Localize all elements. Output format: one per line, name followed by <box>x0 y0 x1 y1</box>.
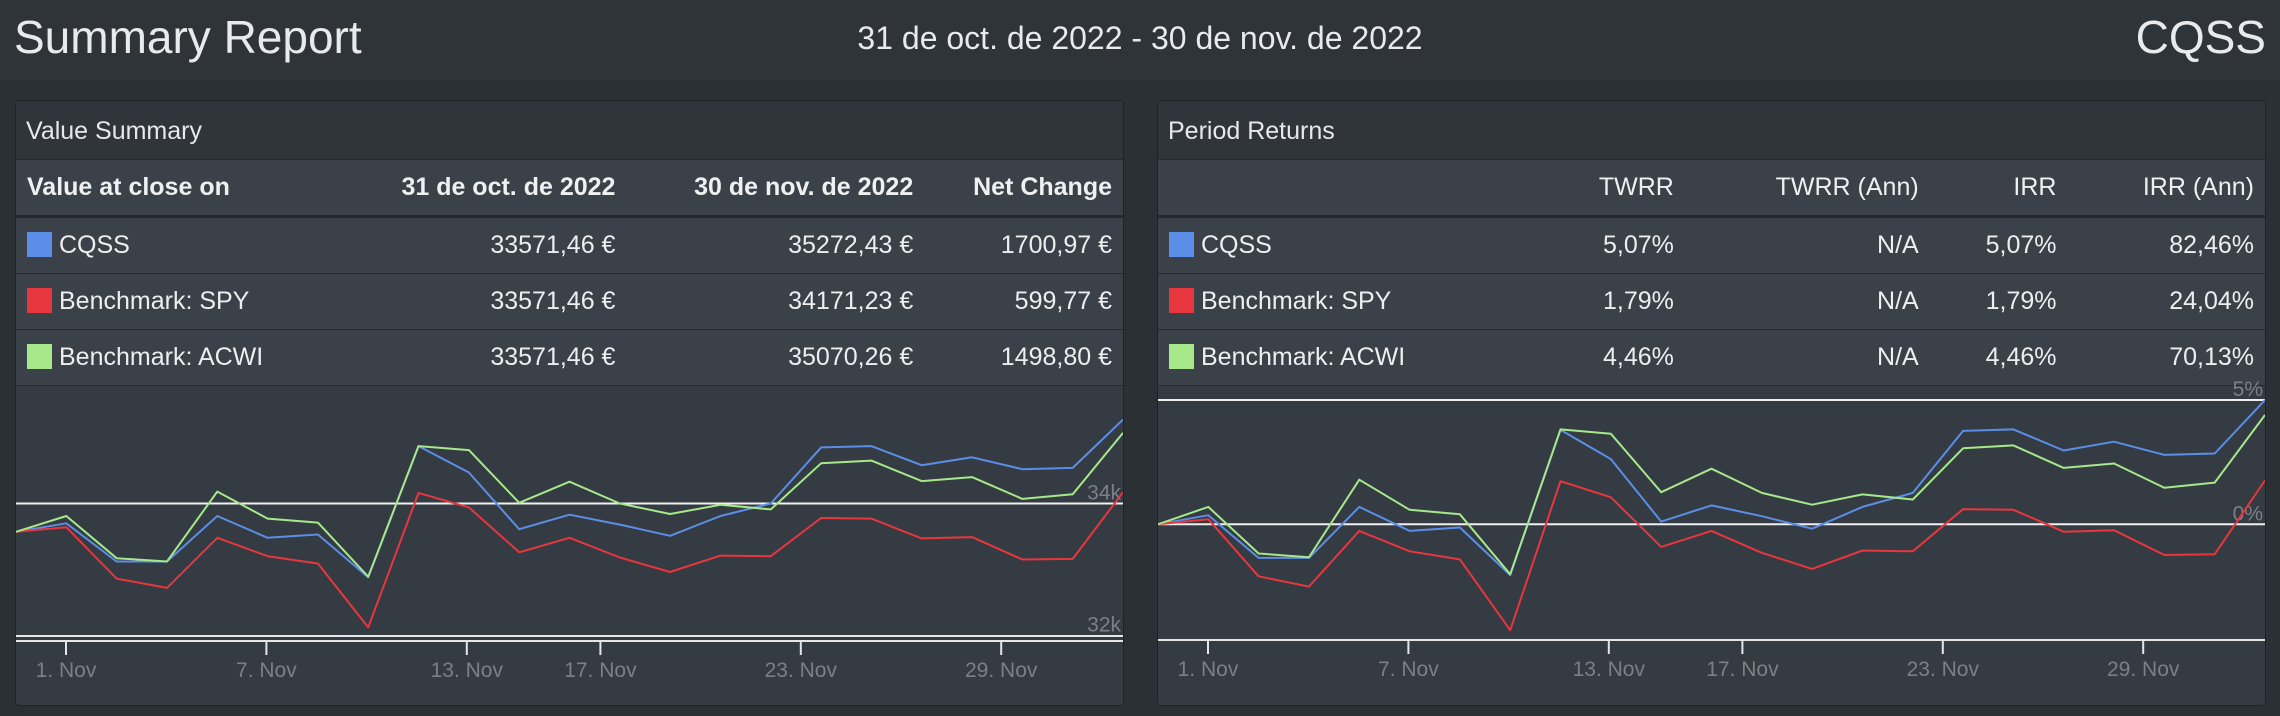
series-swatch <box>27 288 52 313</box>
cell-value: 33571,46 € <box>334 329 627 386</box>
cell-value: 599,77 € <box>924 273 1123 330</box>
page-title: Summary Report <box>14 11 362 63</box>
series-name: Benchmark: SPY <box>59 287 250 315</box>
panel-title-bar: Period Returns <box>1158 101 2265 160</box>
cell-value: 5,07% <box>1929 216 2068 274</box>
series-line <box>1158 414 2265 576</box>
cell-value: 33571,46 € <box>334 273 627 330</box>
returns-chart: 5% 0% 1. Nov 7. Nov 13. Nov 17. Nov 23. Nov 29.… <box>1158 378 2265 681</box>
table-row: CQSS 33571,46 € 35272,43 € 1700,97 € <box>16 216 1123 274</box>
x-tick-label: 1. Nov <box>36 659 97 682</box>
series-swatch <box>1169 232 1194 257</box>
account-name: CQSS <box>2135 11 2266 63</box>
table-row: Benchmark: ACWI 33571,46 € 35070,26 € 14… <box>16 329 1123 386</box>
y-tick-label: 32k <box>1087 613 1121 636</box>
x-tick-label: 23. Nov <box>1907 658 1980 681</box>
cell-value: 35070,26 € <box>626 329 925 386</box>
cell-value: 4,46% <box>1541 329 1685 386</box>
column-header: TWRR (Ann) <box>1684 160 1930 218</box>
series-swatch <box>27 232 52 257</box>
series-name: Benchmark: ACWI <box>59 343 264 371</box>
x-tick-label: 29. Nov <box>965 659 1038 682</box>
cell-value: 33571,46 € <box>334 216 627 274</box>
panel-title-bar: Value Summary <box>16 101 1123 160</box>
series-line <box>1158 479 2265 632</box>
cell-value: 34171,23 € <box>626 273 925 330</box>
cell-value: 24,04% <box>2067 273 2265 330</box>
y-tick-label: 34k <box>1087 481 1121 504</box>
cell-value: 35272,43 € <box>626 216 925 274</box>
column-header: IRR (Ann) <box>2067 160 2265 218</box>
series-swatch <box>27 344 52 369</box>
table-row: CQSS 5,07% N/A 5,07% 82,46% <box>1158 216 2265 274</box>
table-row: Benchmark: SPY 33571,46 € 34171,23 € 599… <box>16 273 1123 330</box>
column-header: 30 de nov. de 2022 <box>626 160 925 218</box>
column-header: Net Change <box>924 160 1123 218</box>
row-label: CQSS <box>16 216 335 274</box>
column-header: IRR <box>1929 160 2068 218</box>
table-header-row: TWRR TWRR (Ann) IRR IRR (Ann) <box>1158 160 2265 218</box>
x-tick-label: 17. Nov <box>1706 658 1779 681</box>
row-label: Benchmark: SPY <box>1158 273 1542 330</box>
value-chart: 34k 32k 1. Nov 7. Nov 13. Nov 17. Nov 23. Nov 2… <box>16 418 1123 682</box>
x-tick-label: 23. Nov <box>765 659 838 682</box>
series-swatch <box>1169 288 1194 313</box>
y-tick-label: 5% <box>2233 378 2263 401</box>
x-tick-label: 17. Nov <box>564 659 637 682</box>
period-returns-panel: Period Returns TWRR TWRR (Ann) IRR IRR (… <box>1157 100 2266 706</box>
cell-value: 4,46% <box>1929 329 2068 386</box>
cell-value: N/A <box>1684 329 1930 386</box>
cell-value: 82,46% <box>2067 216 2265 274</box>
report-header: Summary Report 31 de oct. de 2022 - 30 d… <box>0 0 2280 80</box>
x-tick-label: 13. Nov <box>431 659 504 682</box>
x-tick-label: 1. Nov <box>1178 658 1239 681</box>
column-header <box>1158 160 1542 218</box>
y-tick-label: 0% <box>2233 502 2263 525</box>
cell-value: 1,79% <box>1541 273 1685 330</box>
cell-value: 1700,97 € <box>924 216 1123 274</box>
series-name: CQSS <box>1201 231 1272 259</box>
table-header-row: Value at close on 31 de oct. de 2022 30 … <box>16 160 1123 218</box>
table-row: Benchmark: ACWI 4,46% N/A 4,46% 70,13% <box>1158 329 2265 386</box>
value-summary-table: Value at close on 31 de oct. de 2022 30 … <box>16 160 1123 386</box>
x-tick-label: 13. Nov <box>1573 658 1646 681</box>
x-tick-label: 7. Nov <box>1378 658 1439 681</box>
cell-value: 70,13% <box>2067 329 2265 386</box>
table-row: Benchmark: SPY 1,79% N/A 1,79% 24,04% <box>1158 273 2265 330</box>
series-swatch <box>1169 344 1194 369</box>
series-line <box>16 432 1123 578</box>
cell-value: N/A <box>1684 216 1930 274</box>
column-header: Value at close on <box>16 160 335 218</box>
date-range: 31 de oct. de 2022 - 30 de nov. de 2022 <box>857 20 1423 56</box>
series-name: CQSS <box>59 231 130 259</box>
row-label: CQSS <box>1158 216 1542 274</box>
row-label: Benchmark: ACWI <box>1158 329 1542 386</box>
value-summary-panel: Value Summary Value at close on 31 de oc… <box>15 100 1124 706</box>
row-label: Benchmark: SPY <box>16 273 335 330</box>
value-summary-title: Value Summary <box>26 117 202 145</box>
column-header: 31 de oct. de 2022 <box>334 160 627 218</box>
series-line <box>16 418 1123 579</box>
period-returns-title: Period Returns <box>1168 117 1335 145</box>
cell-value: 1498,80 € <box>924 329 1123 386</box>
row-label: Benchmark: ACWI <box>16 329 335 386</box>
period-returns-table: TWRR TWRR (Ann) IRR IRR (Ann) CQSS 5,07%… <box>1158 160 2265 386</box>
series-name: Benchmark: ACWI <box>1201 343 1406 371</box>
series-line <box>16 491 1123 629</box>
cell-value: N/A <box>1684 273 1930 330</box>
cell-value: 1,79% <box>1929 273 2068 330</box>
series-line <box>1158 399 2265 577</box>
column-header: TWRR <box>1541 160 1685 218</box>
x-tick-label: 29. Nov <box>2107 658 2180 681</box>
cell-value: 5,07% <box>1541 216 1685 274</box>
x-tick-label: 7. Nov <box>236 659 297 682</box>
series-name: Benchmark: SPY <box>1201 287 1392 315</box>
